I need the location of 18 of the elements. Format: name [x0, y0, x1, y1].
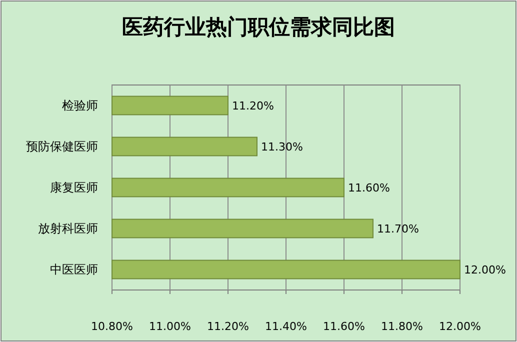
x-tick-label: 12.00%	[439, 320, 481, 333]
x-tick-label: 11.40%	[265, 320, 307, 333]
x-tick-label: 11.20%	[207, 320, 249, 333]
x-tick-label: 11.00%	[149, 320, 191, 333]
data-label: 11.60%	[348, 182, 390, 194]
data-label: 12.00%	[464, 264, 506, 276]
data-label: 11.20%	[232, 100, 274, 112]
x-tick-label: 10.80%	[91, 320, 133, 333]
y-tick-label: 预防保健医师	[26, 140, 98, 154]
x-tick-label: 11.60%	[323, 320, 365, 333]
y-tick-label: 中医医师	[50, 262, 98, 276]
data-label: 11.70%	[377, 222, 419, 236]
chart-title: 医药行业热门职位需求同比图	[122, 15, 395, 39]
y-tick-label: 检验师	[62, 98, 98, 112]
y-tick-label: 康复医师	[50, 180, 98, 194]
y-tick-label: 放射科医师	[38, 222, 98, 236]
x-tick-label: 11.80%	[381, 320, 423, 333]
data-label: 11.30%	[261, 140, 303, 154]
